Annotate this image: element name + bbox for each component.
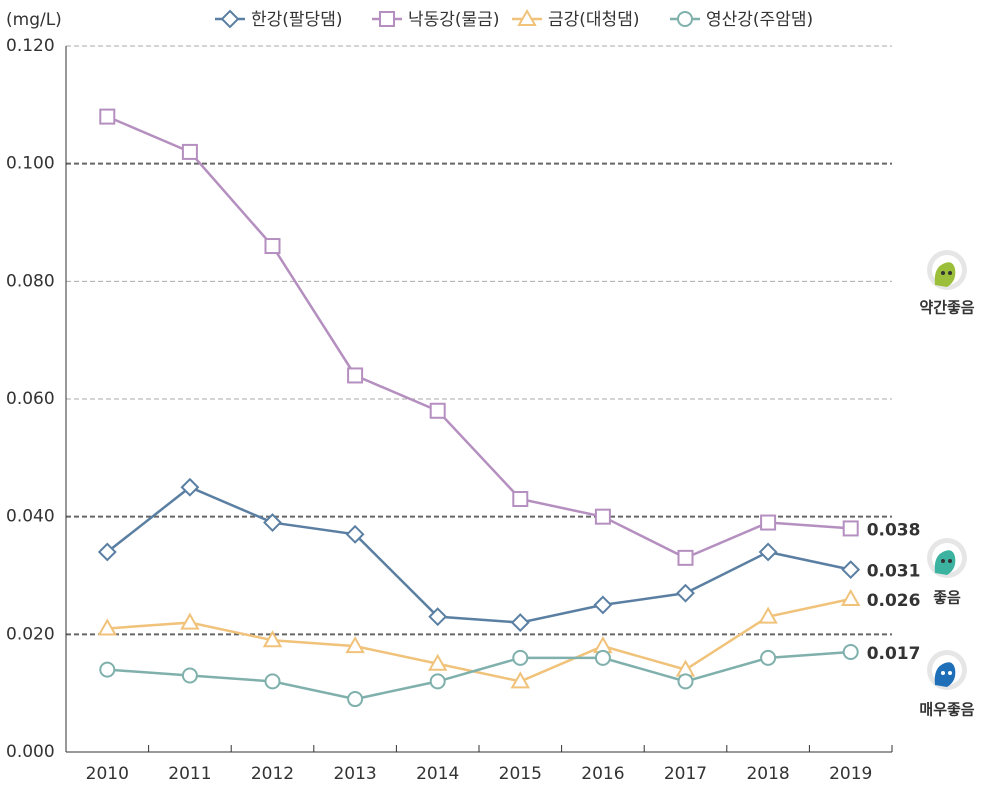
marker (596, 651, 610, 665)
marker (431, 404, 445, 418)
page: {"chart_data": {"type": "line", "y_unit"… (0, 0, 982, 792)
marker (266, 239, 280, 253)
marker (844, 645, 858, 659)
marker (348, 692, 362, 706)
x-tick-label: 2016 (581, 764, 624, 784)
x-tick-label: 2010 (86, 764, 129, 784)
legend-label: 영산강(주암댐) (706, 10, 813, 30)
marker (679, 551, 693, 565)
marker (100, 663, 114, 677)
marker (843, 591, 859, 605)
marker (512, 615, 528, 631)
marker (678, 12, 692, 26)
marker (844, 521, 858, 535)
marker (182, 615, 198, 629)
x-tick-label: 2018 (746, 764, 789, 784)
marker (222, 11, 238, 27)
x-tick-label: 2013 (333, 764, 376, 784)
marker (595, 597, 611, 613)
marker (183, 145, 197, 159)
marker (760, 544, 776, 560)
legend-label: 낙동강(물금) (408, 10, 499, 30)
x-tick-label: 2011 (168, 764, 211, 784)
marker (266, 674, 280, 688)
line (107, 117, 850, 558)
legend-label: 금강(대청댐) (548, 10, 639, 30)
chart: (mg/L) 0.000 0.020 0.040 0.060 0.080 0.100 0.1… (0, 0, 982, 788)
marker (843, 562, 859, 578)
grade-label: 매우좋음 (919, 701, 974, 719)
marker (348, 368, 362, 382)
grade-label: 약간좋음 (919, 299, 974, 317)
value-label: 0.026 (867, 591, 921, 611)
marker (513, 492, 527, 506)
grade-icon (927, 250, 967, 290)
y-tick-label: 0.020 (6, 624, 55, 644)
y-tick-label: 0.100 (6, 154, 55, 174)
value-label: 0.031 (867, 562, 921, 582)
marker (183, 669, 197, 683)
line (107, 487, 850, 622)
marker (761, 516, 775, 530)
marker (431, 674, 445, 688)
x-tick-label: 2019 (829, 764, 872, 784)
y-tick-label: 0.040 (6, 507, 55, 527)
grade-icon (927, 538, 967, 578)
marker (100, 110, 114, 124)
y-unit: (mg/L) (6, 10, 62, 30)
marker (761, 651, 775, 665)
marker (678, 585, 694, 601)
x-tick-label: 2017 (664, 764, 707, 784)
y-tick-label: 0.120 (6, 36, 55, 56)
x-tick-label: 2012 (251, 764, 294, 784)
marker (596, 510, 610, 524)
line (107, 652, 850, 699)
value-label: 0.017 (867, 644, 921, 664)
y-tick-label: 0.060 (6, 389, 55, 409)
value-label: 0.038 (867, 520, 921, 540)
grade-icon (927, 650, 967, 690)
grade-label: 좋음 (933, 589, 961, 607)
legend-label: 한강(팔당댐) (251, 10, 342, 30)
y-tick-label: 0.000 (6, 742, 55, 762)
marker (380, 12, 394, 26)
y-tick-label: 0.080 (6, 271, 55, 291)
x-tick-label: 2015 (499, 764, 542, 784)
marker (513, 651, 527, 665)
x-tick-label: 2014 (416, 764, 459, 784)
marker (679, 674, 693, 688)
